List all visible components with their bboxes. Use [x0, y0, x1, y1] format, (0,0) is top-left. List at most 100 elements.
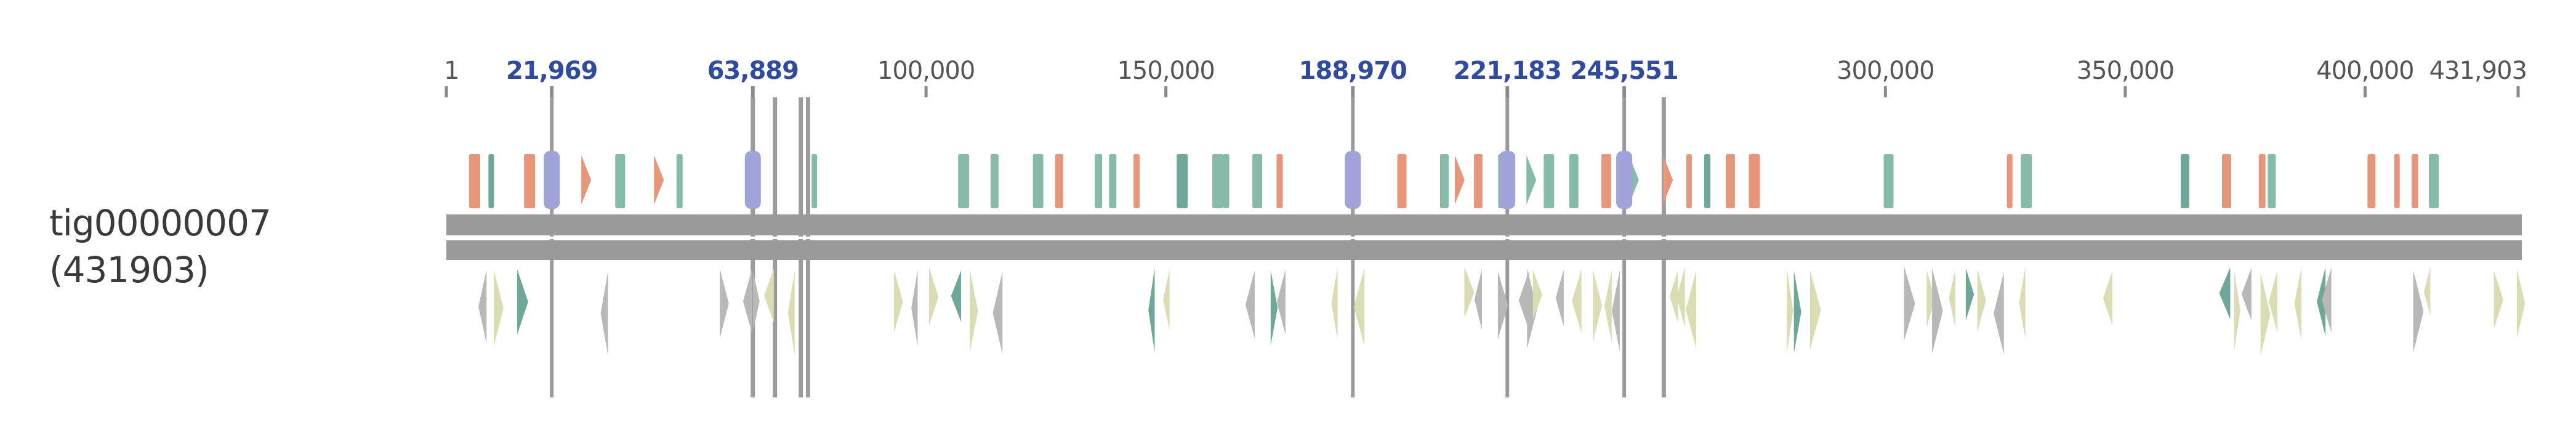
axis-tick-label: 100,000: [877, 57, 975, 85]
gene-arrow: [1612, 270, 1620, 352]
gene-arrow: [1555, 269, 1564, 327]
marker-feature-block: [744, 151, 761, 209]
gene-arrow: [1464, 267, 1475, 318]
gene-arrow: [2322, 267, 2332, 333]
gene-feature: [958, 154, 970, 208]
gene-arrow: [1926, 270, 1935, 328]
gene-arrow: [2294, 267, 2302, 341]
gene-feature: [2006, 154, 2013, 208]
gene-arrow: [600, 270, 608, 356]
gene-feature: [1569, 154, 1579, 208]
lower-feature-row: [478, 266, 2526, 356]
gene-feature: [2021, 154, 2032, 208]
gene-feature: [676, 154, 683, 208]
gene-arrow: [1270, 270, 1278, 346]
gene-arrow: [1527, 269, 1537, 349]
gene-arrow: [1474, 269, 1482, 330]
gene-arrow-forward: [1526, 155, 1537, 205]
gene-feature: [1252, 154, 1263, 208]
axis-tick-label: 300,000: [1837, 57, 1934, 85]
gene-feature: [1883, 154, 1894, 208]
gene-arrow: [992, 271, 1003, 355]
gene-arrow-forward: [581, 155, 592, 205]
gene-arrow: [1809, 270, 1821, 350]
gene-arrow: [2019, 266, 2026, 340]
gene-feature: [1397, 154, 1407, 208]
gene-feature: [488, 154, 494, 208]
gene-feature: [1055, 154, 1063, 208]
gene-arrow: [1245, 270, 1255, 339]
gene-arrow: [894, 270, 903, 333]
gene-arrow: [2493, 270, 2504, 329]
gene-feature: [1704, 154, 1711, 208]
gene-arrow: [1949, 269, 1955, 327]
gene-arrow: [911, 269, 918, 346]
gene-arrow: [2269, 270, 2277, 333]
marker-feature-block: [1616, 151, 1633, 209]
marker-label: 188,970: [1299, 57, 1407, 85]
gene-arrow: [951, 270, 961, 322]
gene-feature: [2429, 154, 2439, 208]
gene-arrow: [1353, 268, 1365, 346]
gene-feature: [524, 154, 536, 208]
marker-label: 245,551: [1571, 57, 1678, 85]
gene-feature: [1177, 154, 1188, 208]
gene-arrow: [1787, 267, 1793, 353]
gene-arrow: [493, 270, 504, 346]
gene-arrow-forward: [654, 155, 664, 205]
gene-arrow: [1793, 270, 1801, 354]
gene-feature: [1686, 154, 1692, 208]
gene-feature: [1223, 154, 1230, 208]
marker-label: 21,969: [506, 57, 597, 85]
gene-feature: [1109, 154, 1117, 208]
gene-arrow: [2234, 270, 2240, 351]
marker-feature-block: [1499, 151, 1516, 209]
gene-feature: [2258, 154, 2266, 208]
track-title: tig00000007 (431903): [49, 202, 272, 291]
gene-arrow: [2241, 267, 2252, 321]
gene-arrow-forward: [1663, 155, 1673, 205]
marker-feature-block: [1345, 151, 1361, 209]
gene-arrow: [478, 269, 487, 344]
gene-arrow: [1532, 269, 1542, 320]
gene-feature: [1032, 154, 1044, 208]
axis-tick-label: 350,000: [2077, 57, 2174, 85]
gene-feature: [2367, 154, 2376, 208]
contig-backbone: [446, 214, 2522, 260]
gene-feature: [1276, 154, 1283, 208]
gene-feature: [2394, 154, 2400, 208]
gene-arrow: [1904, 266, 1915, 341]
gene-arrow: [2413, 270, 2424, 353]
gene-feature: [2222, 154, 2232, 208]
gene-arrow: [1932, 268, 1943, 354]
contig-bar-upper: [446, 214, 2522, 235]
axis-tick-label: 400,000: [2316, 57, 2413, 85]
contig-bar-lower: [446, 240, 2522, 260]
gene-arrow: [764, 268, 774, 323]
gene-arrow: [2260, 272, 2271, 356]
axis-tick-label: 431,903: [2429, 57, 2527, 85]
gene-feature: [1473, 154, 1483, 208]
gene-feature: [2180, 154, 2189, 208]
marker-feature-block: [544, 151, 560, 209]
gene-feature: [1601, 154, 1611, 208]
gene-arrow: [1497, 271, 1508, 340]
gene-arrow: [1994, 272, 2004, 355]
gene-feature: [2268, 154, 2276, 208]
gene-arrow: [2516, 269, 2526, 338]
gene-arrow: [1965, 268, 1974, 321]
gene-arrow: [1518, 270, 1529, 331]
gene-arrow: [1572, 269, 1582, 333]
gene-feature: [1095, 154, 1103, 208]
gene-arrow-forward: [1454, 155, 1465, 205]
gene-arrow: [1669, 270, 1678, 323]
gene-feature: [469, 154, 481, 208]
gene-arrow: [2317, 267, 2326, 336]
gene-arrow: [517, 269, 528, 335]
marker-label: 221,183: [1454, 57, 1561, 85]
gene-arrow: [1163, 269, 1170, 331]
gene-feature: [1212, 154, 1223, 208]
gene-arrow: [1276, 269, 1286, 335]
gene-arrow: [752, 270, 760, 333]
